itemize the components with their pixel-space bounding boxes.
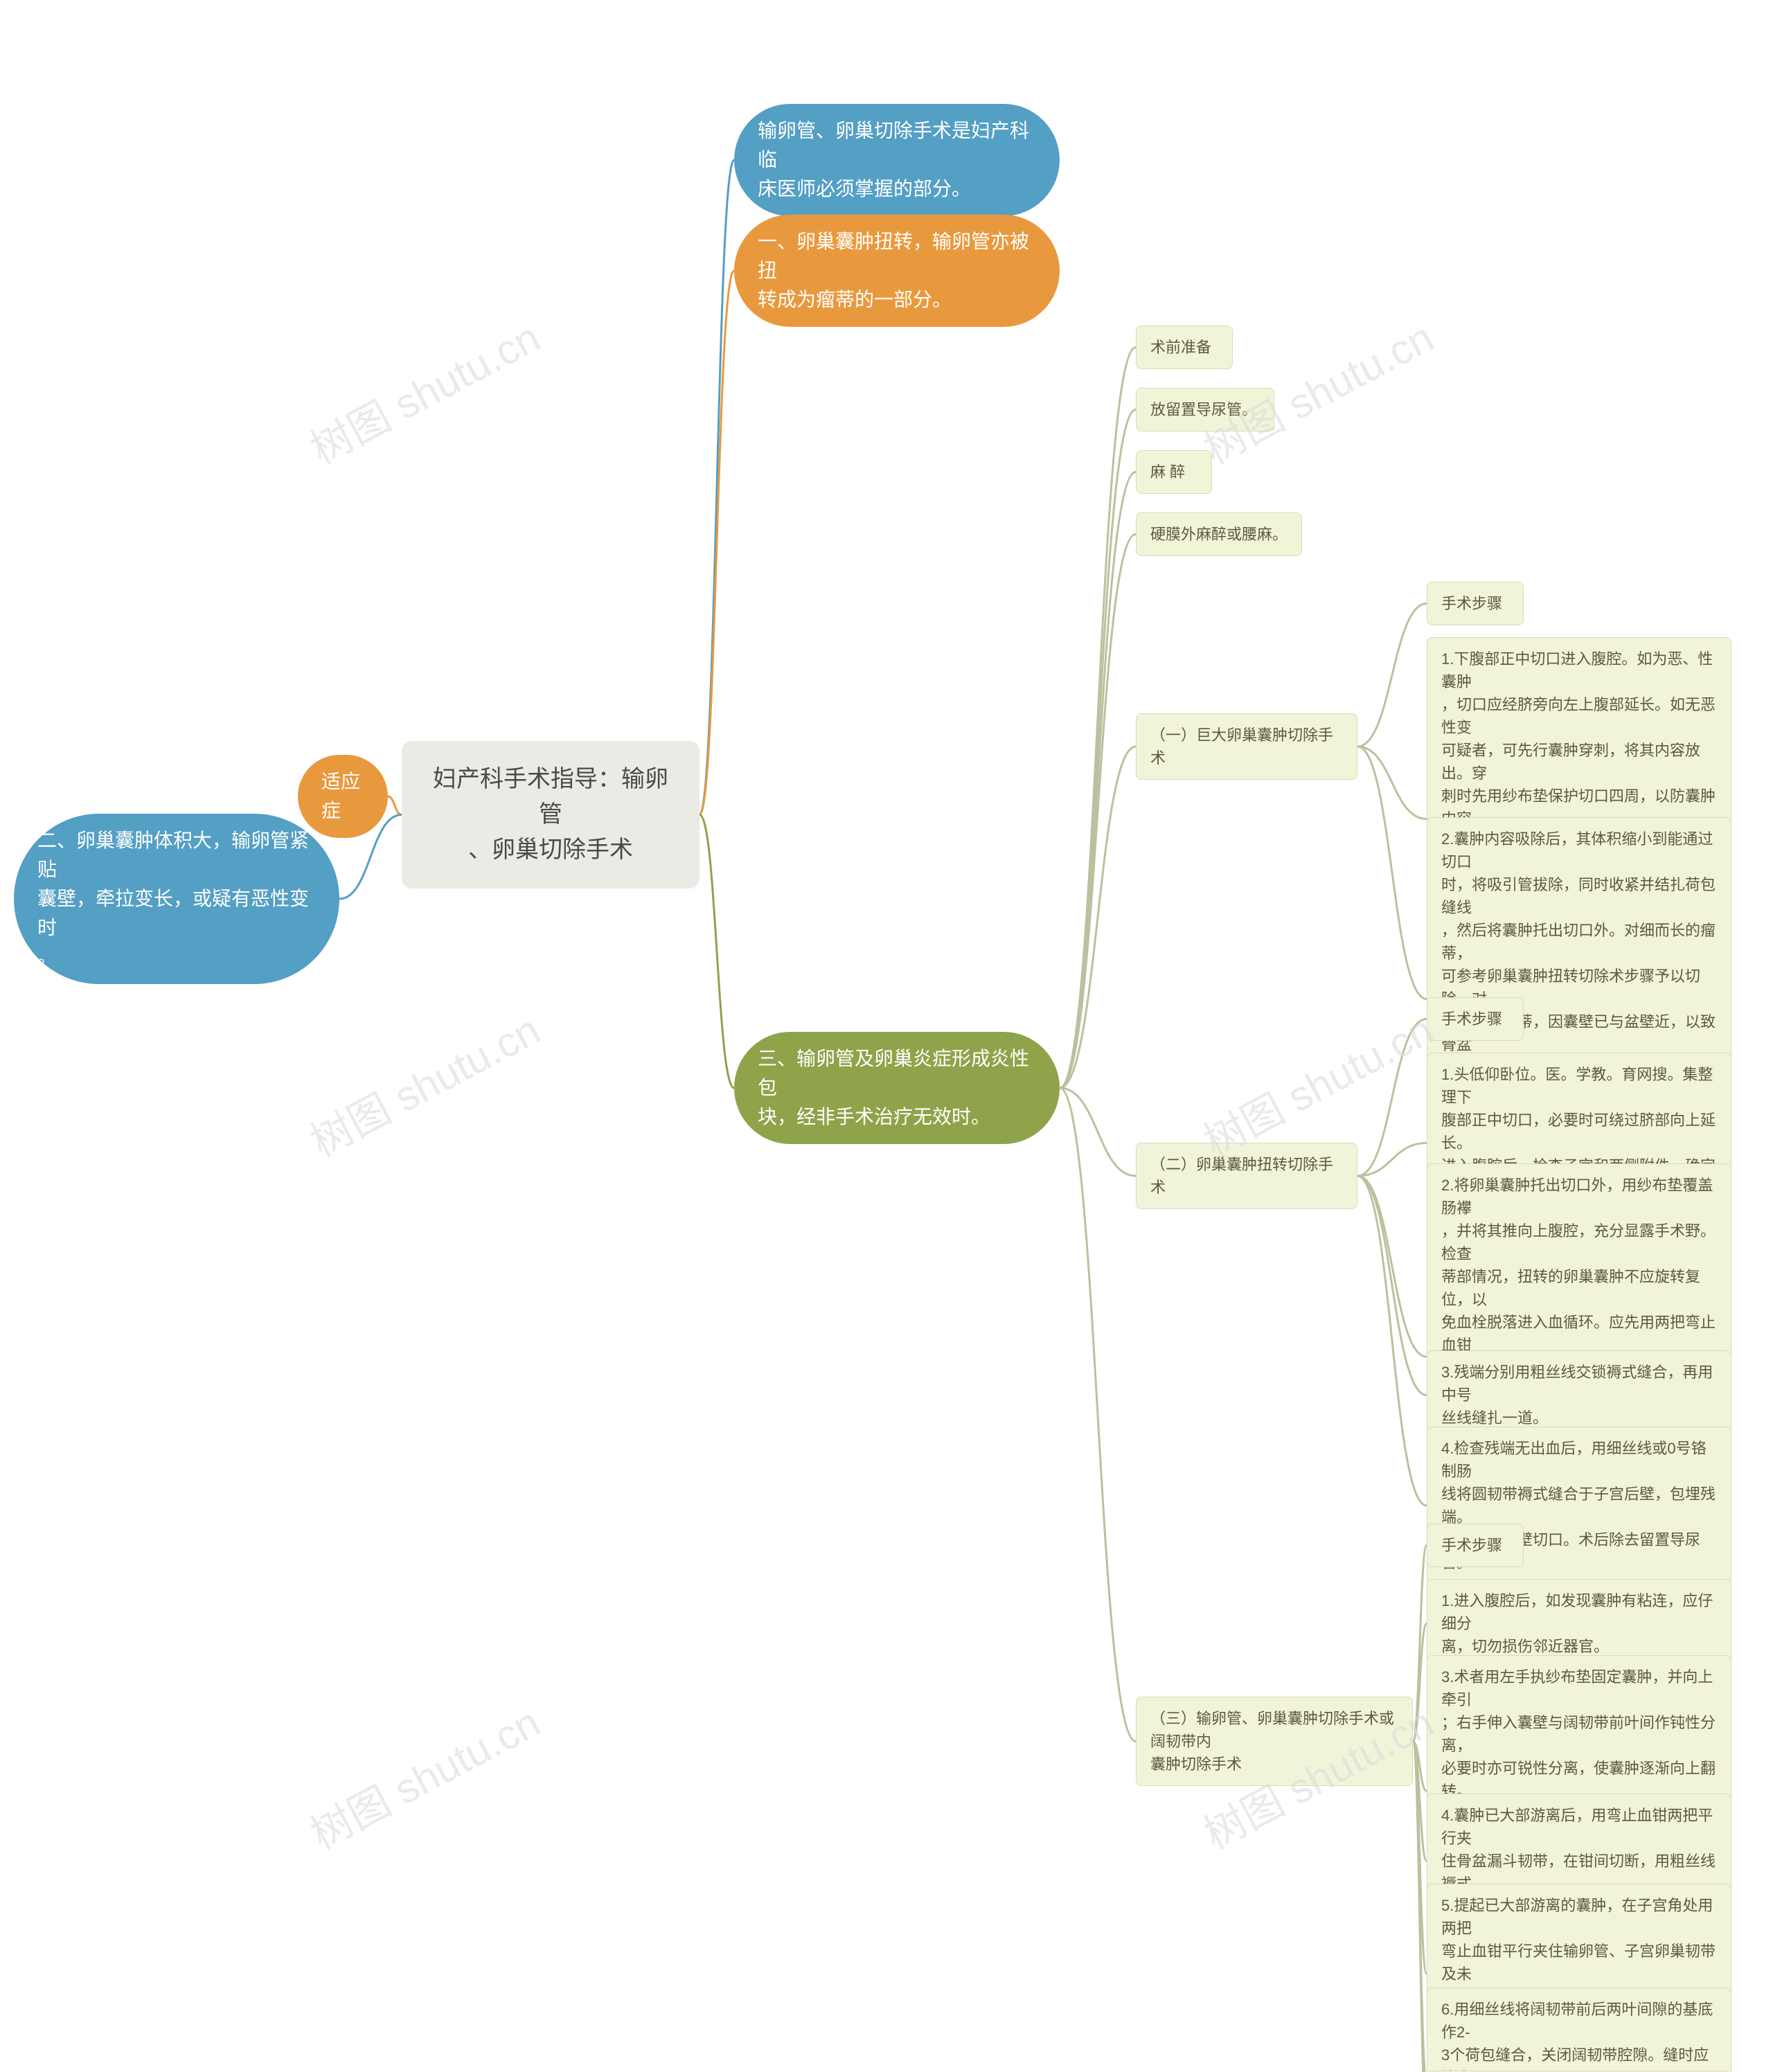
edge xyxy=(700,271,734,815)
edge xyxy=(700,160,734,815)
edge xyxy=(1357,747,1427,819)
edge xyxy=(1413,1742,1427,1974)
edge xyxy=(1413,1742,1427,1861)
edge xyxy=(1413,1742,1427,2072)
s1-steps-node: 手术步骤 xyxy=(1427,582,1524,625)
edge xyxy=(1413,1624,1427,1742)
center-node: 妇产科手术指导：输卵管 、卵巢切除手术 xyxy=(402,741,700,888)
edge xyxy=(1413,1546,1427,1742)
edge xyxy=(1060,1088,1136,1176)
edge xyxy=(1413,1742,1427,1792)
anesthesia-detail-node: 硬膜外麻醉或腰麻。 xyxy=(1136,512,1302,556)
edge xyxy=(1060,1088,1136,1742)
edge xyxy=(1357,1176,1427,1506)
indication-three-node: 三、输卵管及卵巢炎症形成炎性包 块，经非手术治疗无效时。 xyxy=(734,1032,1060,1144)
edge xyxy=(1060,348,1136,1089)
edge xyxy=(700,815,734,1089)
indication-one-node: 一、卵巢囊肿扭转，输卵管亦被扭 转成为瘤蒂的一部分。 xyxy=(734,215,1060,327)
s3-step6-node: 6.用细丝线将阔韧带前后两叶间隙的基底作2- 3个荷包缝合，关闭阔韧带腔隙。缝时… xyxy=(1427,1988,1731,2072)
edge xyxy=(1357,1143,1427,1177)
catheter-node: 放留置导尿管。 xyxy=(1136,388,1274,431)
section-three-node: （三）输卵管、卵巢囊肿切除手术或阔韧带内 囊肿切除手术 xyxy=(1136,1697,1413,1786)
s2-steps-node: 手术步骤 xyxy=(1427,997,1524,1041)
indication-two-node: 二、卵巢囊肿体积大，输卵管紧贴 囊壁，牵拉变长，或疑有恶性变时 。 xyxy=(14,814,339,984)
edge xyxy=(388,796,402,815)
edge xyxy=(1060,747,1136,1088)
edge xyxy=(1357,747,1427,999)
edge xyxy=(1413,1742,1427,2072)
edge xyxy=(1357,604,1427,747)
prep-node: 术前准备 xyxy=(1136,325,1233,369)
edge xyxy=(1060,410,1136,1089)
watermark: 树图 shutu.cn xyxy=(299,305,549,476)
watermark: 树图 shutu.cn xyxy=(299,1690,549,1861)
edge xyxy=(1357,1019,1427,1177)
edge xyxy=(1357,1176,1427,1357)
intro-node: 输卵管、卵巢切除手术是妇产科临 床医师必须掌握的部分。 xyxy=(734,104,1060,216)
edge xyxy=(1060,535,1136,1089)
edge xyxy=(1357,1176,1427,1395)
indications-node: 适应症 xyxy=(298,755,388,838)
section-two-node: （二）卵巢囊肿扭转切除手术 xyxy=(1136,1143,1357,1209)
edge xyxy=(1060,472,1136,1089)
anesthesia-node: 麻 醉 xyxy=(1136,450,1212,494)
s3-steps-node: 手术步骤 xyxy=(1427,1524,1524,1567)
watermark: 树图 shutu.cn xyxy=(299,997,549,1168)
section-one-node: （一）巨大卵巢囊肿切除手术 xyxy=(1136,713,1357,780)
